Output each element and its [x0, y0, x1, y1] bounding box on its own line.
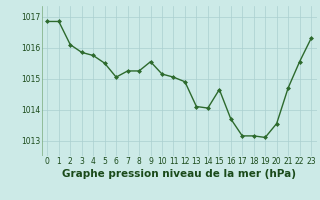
- X-axis label: Graphe pression niveau de la mer (hPa): Graphe pression niveau de la mer (hPa): [62, 169, 296, 179]
